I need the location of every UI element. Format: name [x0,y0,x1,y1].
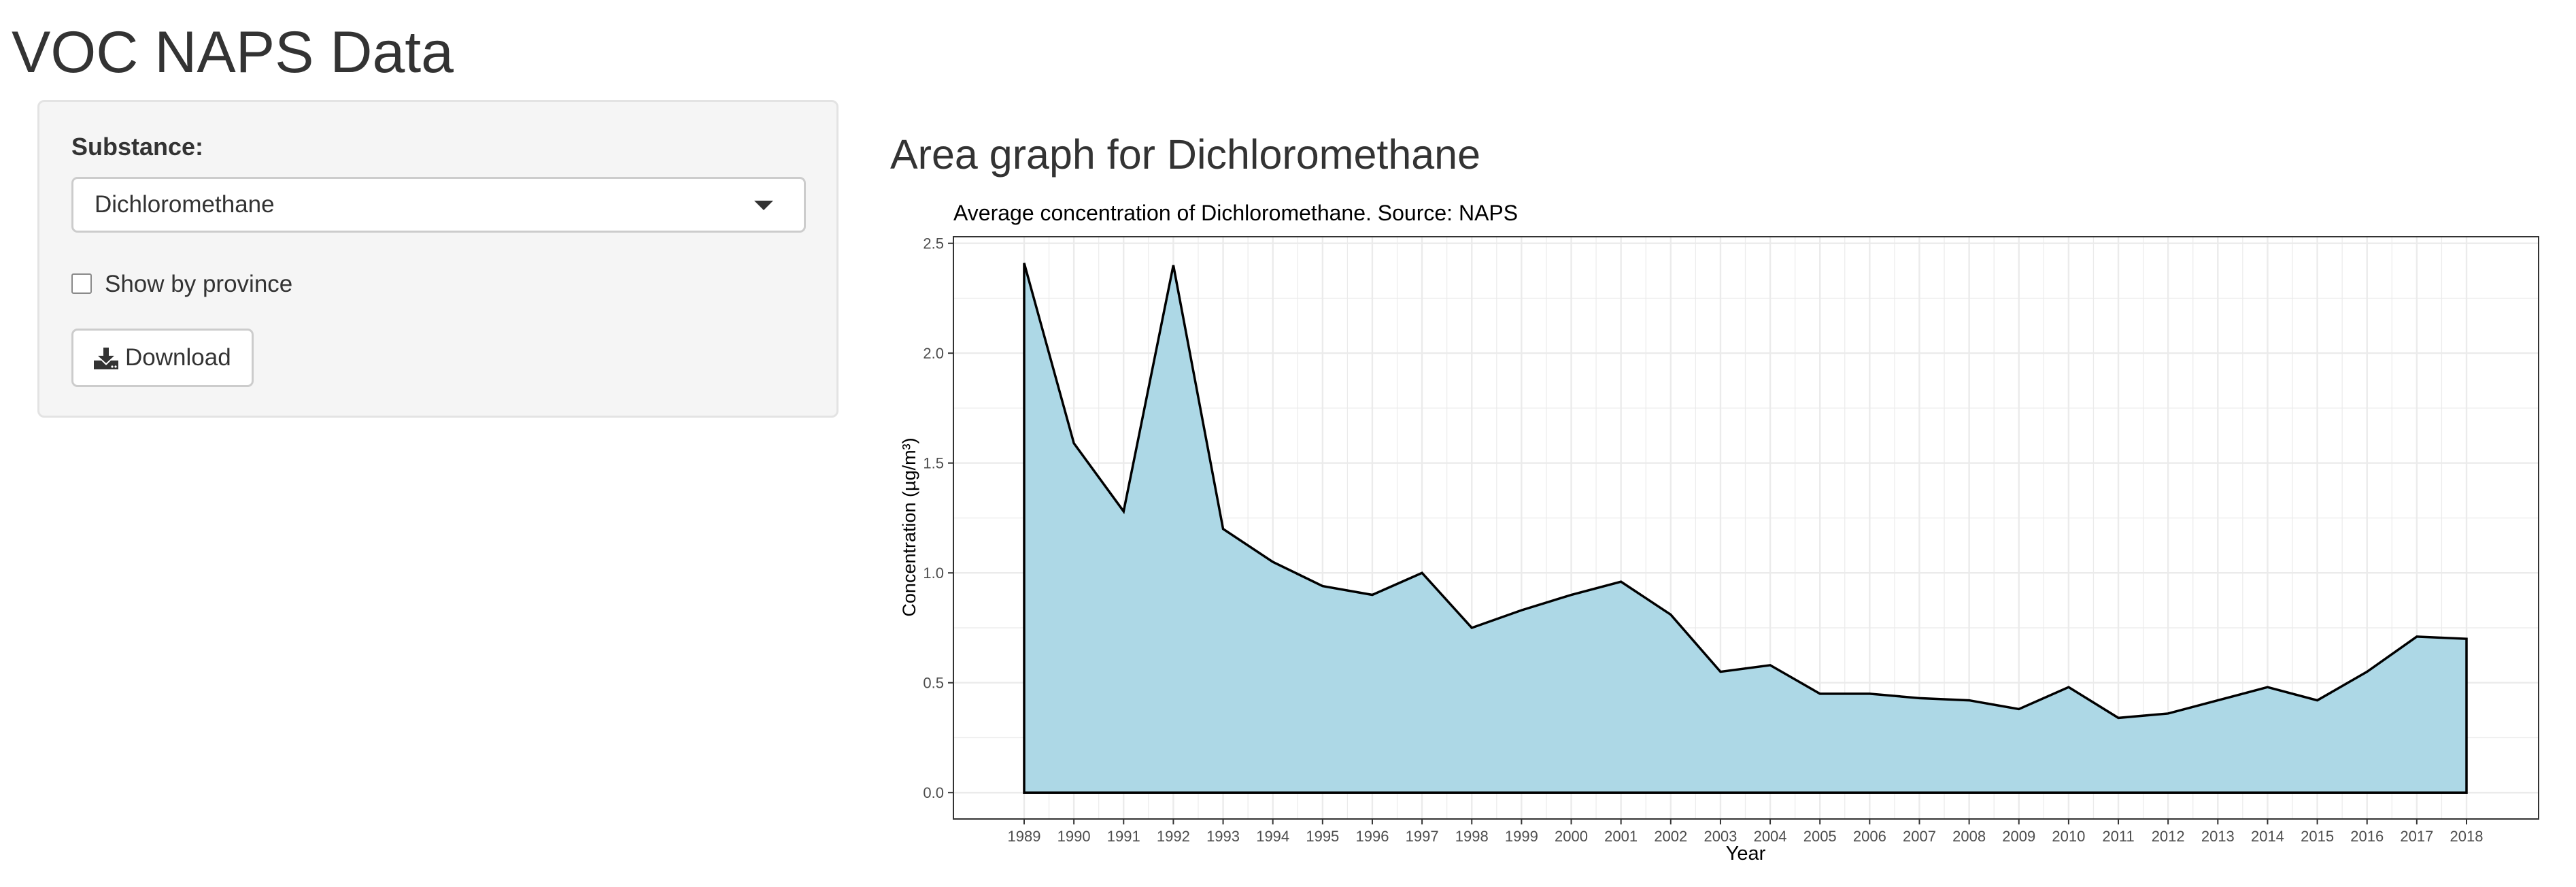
area-chart: Average concentration of Dichloromethane… [899,201,2539,865]
download-icon [94,348,118,369]
chart-title: Average concentration of Dichloromethane… [953,201,1518,225]
y-tick-label: 2.5 [923,235,944,252]
sidebar-panel: Substance: Dichloromethane Show by provi… [37,100,838,418]
axis-ticks: 1989 1990 1991 1992 1993 1994 1995 1996 1997 1998… [923,235,2483,845]
x-tick-label: 2002 [1654,828,1687,845]
x-tick-label: 2010 [2052,828,2085,845]
plot-panel-border [953,236,2539,820]
x-axis-label: Year [1726,843,1766,865]
download-label: Download [125,344,231,371]
x-tick-label: 1993 [1206,828,1240,845]
x-tick-label: 1991 [1107,828,1140,845]
y-tick-label: 0.5 [923,675,944,692]
x-tick-label: 2007 [1903,828,1936,845]
chart-heading: Area graph for Dichloromethane [890,131,1481,178]
x-tick-label: 1995 [1306,828,1339,845]
x-tick-label: 2013 [2201,828,2235,845]
x-tick-label: 2009 [2002,828,2035,845]
x-tick-label: 2000 [1555,828,1588,845]
x-tick-label: 1999 [1505,828,1538,845]
y-tick-label: 2.0 [923,345,944,362]
show-by-province-checkbox[interactable] [71,273,92,294]
x-tick-label: 2011 [2102,828,2134,845]
x-tick-label: 2014 [2251,828,2284,845]
x-tick-label: 1992 [1157,828,1190,845]
x-tick-label: 1990 [1057,828,1091,845]
y-tick-label: 1.5 [923,455,944,472]
x-tick-label: 1994 [1256,828,1289,845]
y-axis-label: Concentration (µg/m³) [899,437,919,616]
x-tick-label: 2003 [1704,828,1737,845]
substance-label: Substance: [71,133,204,161]
area-series [1023,263,2468,794]
x-tick-label: 2001 [1604,828,1638,845]
caret-down-icon [754,201,773,210]
show-by-province-label: Show by province [105,271,293,297]
x-tick-label: 2018 [2450,828,2484,845]
substance-select-value: Dichloromethane [95,191,275,218]
x-tick-label: 2005 [1803,828,1837,845]
x-tick-label: 2015 [2301,828,2334,845]
x-tick-label: 1998 [1455,828,1489,845]
x-tick-label: 1996 [1355,828,1389,845]
download-button[interactable]: Download [71,329,254,387]
x-tick-label: 2017 [2400,828,2433,845]
x-tick-label: 2016 [2350,828,2384,845]
x-tick-label: 2006 [1853,828,1886,845]
x-tick-label: 2012 [2152,828,2185,845]
app-title: VOC NAPS Data [12,20,454,85]
y-tick-label: 1.0 [923,565,944,582]
x-tick-label: 1989 [1008,828,1041,845]
x-tick-label: 2008 [1952,828,1986,845]
substance-select[interactable]: Dichloromethane [71,177,806,233]
y-tick-label: 0.0 [923,784,944,801]
x-tick-label: 2004 [1754,828,1787,845]
x-tick-label: 1997 [1406,828,1439,845]
